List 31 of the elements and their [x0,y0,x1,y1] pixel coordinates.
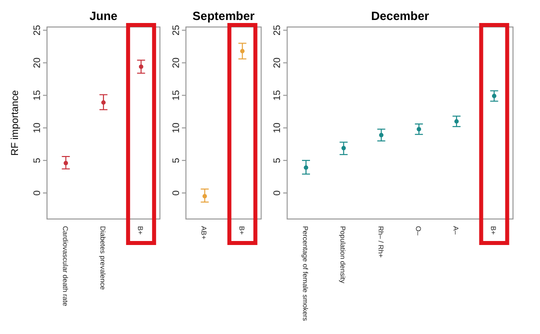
chart-title: December [371,9,430,23]
y-tick-label: 5 [170,158,182,164]
y-tick-label: 15 [272,90,284,101]
y-axis-title: RF importance [10,90,21,156]
y-tick-label: 20 [32,58,43,68]
y-tick-label: 0 [170,190,182,196]
y-tick-label: 10 [32,122,43,134]
y-tick-label: 25 [272,24,284,36]
point [101,100,106,105]
y-tick-label: 20 [170,58,182,68]
point [492,94,496,98]
chart-title: June [89,9,118,23]
point [454,119,459,124]
point [138,64,144,69]
y-tick-label: 20 [272,58,284,68]
y-tick-label: 10 [272,122,284,134]
point [341,146,346,150]
y-tick-label: 25 [170,24,182,36]
y-tick-label: 15 [170,90,182,101]
point [379,132,384,138]
y-tick-label: 0 [32,190,43,196]
y-tick-label: 0 [272,190,284,196]
y-tick-label: 5 [272,158,284,164]
y-tick-label: 15 [32,90,43,101]
point [64,160,68,166]
point [304,165,308,170]
chart-title: September [192,9,255,23]
point [416,126,422,132]
y-tick-label: 10 [170,122,182,134]
y-tick-label: 25 [32,24,43,36]
y-tick-label: 5 [32,158,43,164]
